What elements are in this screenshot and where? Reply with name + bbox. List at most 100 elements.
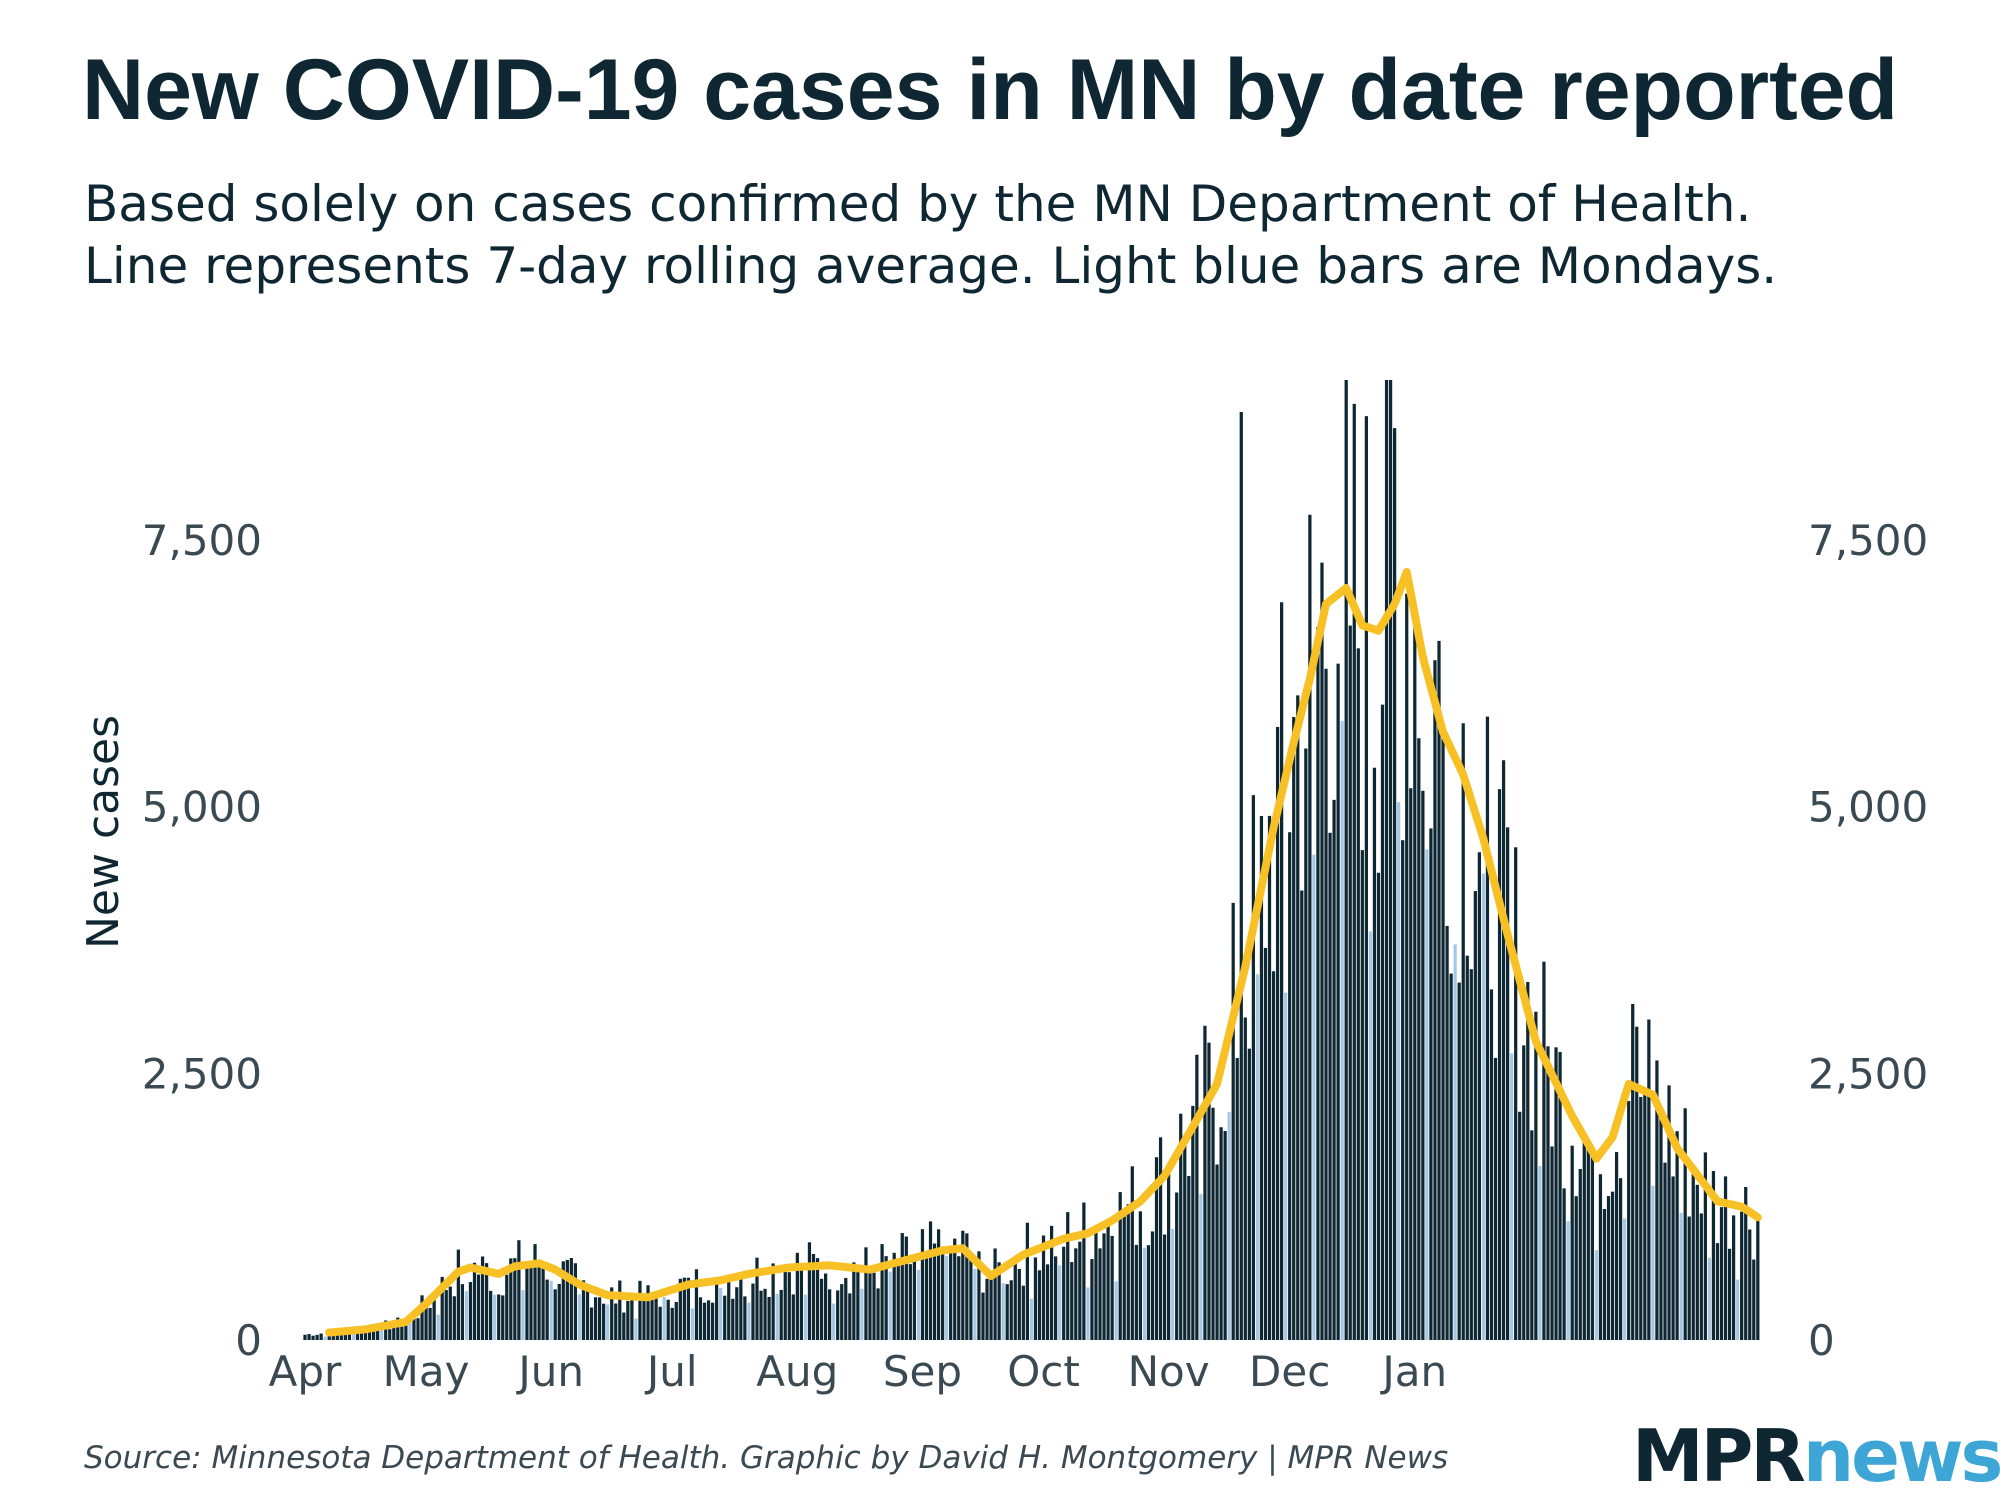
daily-bar <box>1614 1152 1619 1340</box>
daily-bar <box>694 1269 699 1340</box>
daily-bar <box>1711 1171 1716 1340</box>
daily-bar <box>1021 1285 1025 1340</box>
y-tick-left: 0 <box>235 1316 262 1365</box>
daily-bar <box>400 1326 404 1340</box>
monday-bar <box>1058 1265 1062 1340</box>
daily-bar <box>1562 1188 1566 1340</box>
y-tick-left: 5,000 <box>142 783 262 832</box>
daily-bar <box>1070 1262 1074 1340</box>
daily-bar <box>1239 412 1243 1340</box>
daily-bar <box>811 1254 816 1340</box>
daily-bar <box>1683 1108 1687 1340</box>
monday-bar <box>1736 1279 1740 1340</box>
daily-bar <box>1356 648 1360 1340</box>
daily-bar <box>1280 602 1284 1340</box>
daily-bar <box>363 1332 368 1340</box>
daily-bar <box>1546 1046 1550 1340</box>
daily-bar <box>614 1303 618 1340</box>
daily-bar <box>581 1280 586 1340</box>
daily-bar <box>981 1292 985 1340</box>
monday-bar <box>1227 1112 1231 1340</box>
daily-bar <box>896 1264 900 1340</box>
y-tick-left: 7,500 <box>142 516 262 565</box>
daily-bar <box>924 1251 929 1340</box>
daily-bar <box>444 1290 448 1340</box>
daily-bar <box>1550 1146 1554 1340</box>
daily-bar <box>706 1300 711 1340</box>
daily-bar <box>537 1266 541 1340</box>
daily-bar <box>941 1254 945 1340</box>
daily-bar <box>1534 1011 1538 1340</box>
mpr-news-logo: MPRnews <box>1632 1416 2000 1496</box>
daily-bar <box>1655 1060 1659 1340</box>
y-axis-label: New cases <box>78 715 129 949</box>
daily-bar <box>553 1289 557 1340</box>
daily-bar <box>1618 1178 1623 1340</box>
daily-bar <box>1360 850 1364 1340</box>
daily-bar <box>1324 668 1328 1340</box>
daily-bar <box>840 1284 844 1340</box>
daily-bar <box>1514 847 1518 1340</box>
monday-bar <box>1425 849 1429 1340</box>
daily-bar <box>1316 626 1320 1340</box>
monday-bar <box>521 1290 525 1340</box>
daily-bar <box>953 1238 957 1340</box>
daily-bar <box>618 1280 622 1340</box>
daily-bar <box>1469 969 1473 1340</box>
daily-bar <box>303 1334 307 1340</box>
daily-bar <box>674 1301 678 1340</box>
monday-bar <box>1142 1247 1147 1340</box>
daily-bar <box>1191 1105 1195 1340</box>
daily-bar <box>1158 1137 1163 1340</box>
daily-bar <box>1045 1264 1050 1340</box>
daily-bar <box>311 1335 315 1340</box>
monday-bar <box>719 1287 723 1340</box>
daily-bar <box>904 1236 908 1340</box>
daily-bar <box>1049 1225 1054 1340</box>
monday-bar <box>436 1314 440 1340</box>
daily-bar <box>1300 890 1304 1340</box>
daily-bar <box>1263 947 1268 1340</box>
monday-bar <box>747 1302 751 1340</box>
daily-bar <box>1219 1127 1223 1340</box>
daily-bar <box>589 1307 594 1340</box>
daily-bar <box>610 1287 614 1340</box>
daily-bar <box>1441 736 1445 1340</box>
daily-bar <box>480 1256 485 1340</box>
daily-bar <box>509 1258 513 1340</box>
daily-bar <box>630 1293 634 1340</box>
daily-bar <box>1187 1176 1191 1340</box>
daily-bar <box>1727 1248 1732 1340</box>
daily-bar <box>1336 663 1340 1340</box>
daily-bar <box>1598 1174 1603 1340</box>
daily-bar <box>1183 1141 1187 1340</box>
daily-bar <box>1437 640 1441 1340</box>
daily-bar <box>1130 1166 1134 1340</box>
monday-bar <box>577 1294 582 1340</box>
daily-bar <box>545 1279 549 1340</box>
monday-bar <box>1255 974 1260 1340</box>
daily-bar <box>585 1285 590 1340</box>
daily-bar <box>529 1267 533 1340</box>
daily-bar <box>1723 1176 1728 1340</box>
daily-bar <box>815 1258 820 1340</box>
y-tick-right: 0 <box>1808 1316 1835 1365</box>
daily-bar <box>856 1271 860 1340</box>
daily-bar <box>1344 380 1348 1340</box>
daily-bar <box>1074 1248 1078 1340</box>
daily-bar <box>525 1265 529 1340</box>
x-tick: Dec <box>1249 1347 1330 1396</box>
daily-bar <box>928 1221 933 1340</box>
daily-bar <box>900 1233 904 1340</box>
daily-bar <box>828 1289 832 1340</box>
daily-bar <box>557 1283 561 1340</box>
daily-bar <box>989 1277 993 1340</box>
daily-bar <box>1223 1131 1227 1340</box>
daily-bar <box>1041 1235 1046 1340</box>
daily-bar <box>367 1328 372 1340</box>
daily-bar <box>1179 1113 1183 1340</box>
chart-subtitle-line-1: Based solely on cases confirmed by the M… <box>84 175 1752 233</box>
monday-bar <box>1510 1053 1514 1340</box>
daily-bar <box>404 1322 408 1340</box>
daily-bar <box>513 1258 517 1340</box>
